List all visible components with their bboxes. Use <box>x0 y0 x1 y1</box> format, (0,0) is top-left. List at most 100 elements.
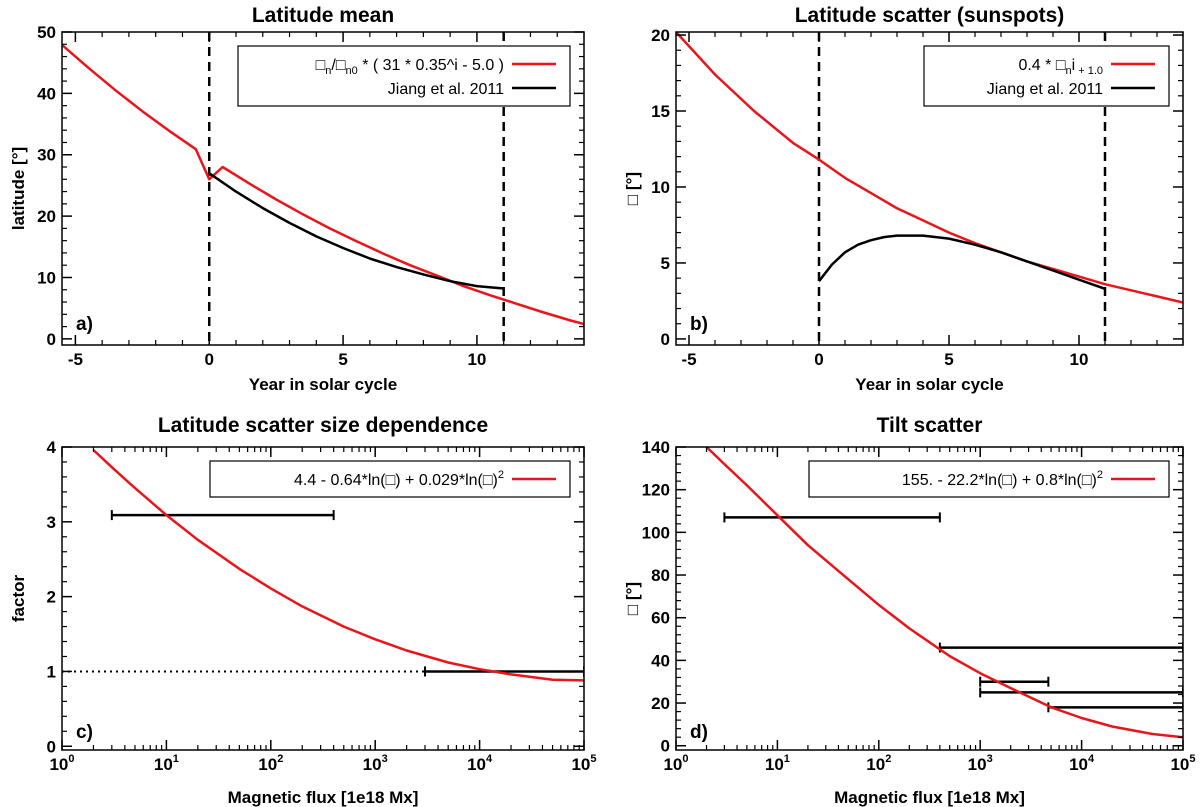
legend-entry-text: 0.4 * □ni + 1.0 <box>1018 57 1103 77</box>
x-tick-base: 10 <box>258 755 277 774</box>
y-tick-label: 20 <box>651 694 670 713</box>
chart-title: Latitude scatter size dependence <box>158 414 488 437</box>
legend-formula-part: 4.4 - 0.64*ln(□) + 0.029*ln(□) <box>294 472 498 489</box>
y-axis-label: □ [°] <box>623 582 642 615</box>
x-tick-label: 104 <box>1069 753 1095 774</box>
chart-title: Latitude mean <box>252 4 394 27</box>
y-tick-label: 40 <box>651 651 670 670</box>
legend-formula-part: 2 <box>498 469 504 481</box>
x-tick-exponent: 3 <box>987 753 993 765</box>
x-tick-label: 0 <box>204 350 213 369</box>
x-tick-exponent: 1 <box>173 753 179 765</box>
y-axis-label: factor <box>9 575 28 623</box>
x-tick-label: 102 <box>866 753 891 774</box>
panel-label: a) <box>76 314 93 335</box>
panel-label: c) <box>76 722 93 743</box>
legend-entry-text: 4.4 - 0.64*ln(□) + 0.029*ln(□)2 <box>294 469 504 489</box>
x-tick-base: 10 <box>866 755 885 774</box>
legend-entry-text: Jiang et al. 2011 <box>388 81 504 98</box>
y-tick-label: 10 <box>37 268 56 287</box>
x-tick-base: 10 <box>1069 755 1088 774</box>
legend-formula-part: * ( 31 * 0.35^i - 5.0 ) <box>358 57 504 74</box>
x-tick-exponent: 5 <box>590 753 596 765</box>
panel-label: b) <box>690 314 708 335</box>
legend-formula-part: 0.4 * □ <box>1018 57 1065 74</box>
y-tick-label: 50 <box>37 23 56 42</box>
legend-entry-text: 155. - 22.2*ln(□) + 0.8*ln(□)2 <box>902 469 1103 489</box>
x-tick-label: -5 <box>681 350 696 369</box>
x-tick-label: 101 <box>765 753 790 774</box>
y-tick-label: 10 <box>651 178 670 197</box>
y-tick-label: 60 <box>651 609 670 628</box>
y-tick-label: 100 <box>642 523 670 542</box>
y-tick-label: 40 <box>37 84 56 103</box>
panel-b: Latitude scatter (sunspots) -5 0 5 10 0 5 10 15 2… <box>623 4 1184 394</box>
x-tick-exponent: 4 <box>1088 753 1095 765</box>
legend-box <box>923 45 1170 107</box>
x-tick-label: 103 <box>363 753 388 774</box>
panel-a: Latitude mean -5 0 5 10 0 10 20 30 40 50 Year in so… <box>9 4 585 394</box>
x-tick-label: 103 <box>968 753 993 774</box>
legend-entry-text: □n/□n0 * ( 31 * 0.35^i - 5.0 ) <box>316 57 504 77</box>
x-tick-label: 101 <box>154 753 179 774</box>
plot-area <box>705 447 1183 739</box>
x-tick-base: 10 <box>363 755 382 774</box>
legend-box <box>808 460 1170 498</box>
chart-title: Latitude scatter (sunspots) <box>795 4 1065 27</box>
y-tick-label: 20 <box>651 26 670 45</box>
y-tick-label: 3 <box>47 513 56 532</box>
y-tick-label: 30 <box>37 146 56 165</box>
x-tick-exponent: 0 <box>682 753 688 765</box>
legend-formula-part: + 1.0 <box>1075 65 1103 77</box>
y-tick-label: 20 <box>37 207 56 226</box>
series-line <box>62 43 584 326</box>
y-tick-label: 0 <box>661 737 670 756</box>
y-tick-label: 5 <box>661 254 670 273</box>
legend-formula-part: n0 <box>346 65 358 77</box>
x-tick-base: 10 <box>154 755 173 774</box>
y-tick-label: 120 <box>642 481 670 500</box>
x-tick-label: 105 <box>1170 753 1195 774</box>
legend-box <box>209 460 571 498</box>
x-tick-base: 10 <box>765 755 784 774</box>
chart-title: Tilt scatter <box>877 414 983 437</box>
x-axis-label: Year in solar cycle <box>249 375 397 394</box>
x-axis-label: Year in solar cycle <box>855 375 1003 394</box>
x-tick-exponent: 5 <box>1189 753 1195 765</box>
x-tick-base: 10 <box>467 755 486 774</box>
x-tick-base: 10 <box>968 755 987 774</box>
x-tick-base: 10 <box>663 755 682 774</box>
x-tick-exponent: 0 <box>68 753 74 765</box>
y-tick-label: 15 <box>651 102 670 121</box>
series-line <box>818 234 1106 290</box>
y-tick-label: 2 <box>47 588 56 607</box>
x-tick-base: 10 <box>1170 755 1189 774</box>
axes-frame <box>675 446 1184 751</box>
legend-box <box>237 45 571 107</box>
axes-frame <box>61 31 585 346</box>
x-tick-base: 10 <box>571 755 590 774</box>
plot-area <box>62 449 584 682</box>
panel-label: d) <box>690 722 708 743</box>
y-tick-label: 140 <box>642 438 670 457</box>
y-tick-label: 0 <box>47 330 56 349</box>
x-tick-label: 102 <box>258 753 283 774</box>
x-tick-label: 100 <box>663 753 688 774</box>
axes-frame <box>61 446 585 751</box>
y-tick-label: 80 <box>651 566 670 585</box>
x-tick-label: 100 <box>49 753 74 774</box>
x-tick-label: -5 <box>68 350 83 369</box>
y-tick-label: 4 <box>47 438 57 457</box>
x-axis-label: Magnetic flux [1e18 Mx] <box>228 788 419 807</box>
legend-formula-part: /□ <box>331 57 345 74</box>
x-tick-label: 105 <box>571 753 596 774</box>
series-line <box>676 32 1183 304</box>
x-tick-label: 10 <box>1070 350 1089 369</box>
x-tick-exponent: 1 <box>784 753 790 765</box>
y-tick-label: 0 <box>661 330 670 349</box>
y-tick-label: 0 <box>47 737 56 756</box>
x-tick-exponent: 2 <box>277 753 283 765</box>
y-axis-label: □ [°] <box>623 172 642 205</box>
